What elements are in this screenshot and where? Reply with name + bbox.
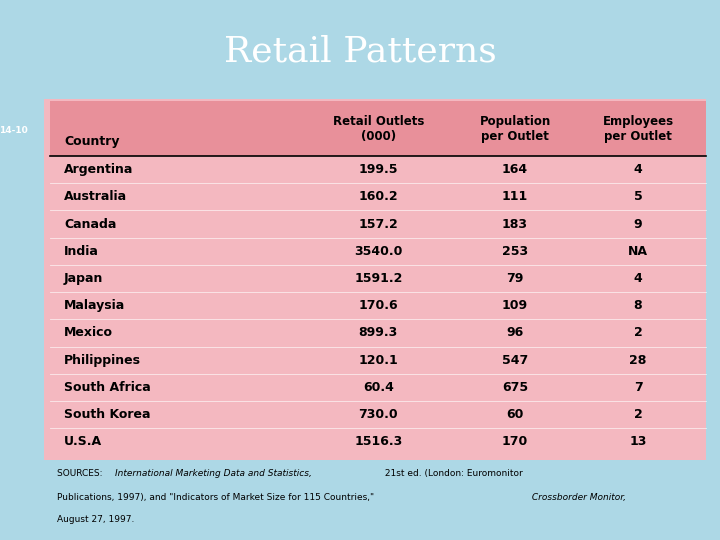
Bar	[43, 99, 706, 460]
Text: 3540.0: 3540.0	[354, 245, 402, 258]
Text: Employees
per Outlet: Employees per Outlet	[603, 114, 674, 143]
Text: 547: 547	[502, 354, 528, 367]
Text: Population
per Outlet: Population per Outlet	[480, 114, 551, 143]
Text: SOURCES:: SOURCES:	[57, 469, 106, 478]
Text: 109: 109	[502, 299, 528, 312]
Text: 4: 4	[634, 163, 642, 176]
Text: 899.3: 899.3	[359, 326, 398, 340]
Text: Japan: Japan	[64, 272, 104, 285]
Text: Publications, 1997), and "Indicators of Market Size for 115 Countries,": Publications, 1997), and "Indicators of …	[57, 493, 374, 502]
Text: 60.4: 60.4	[363, 381, 394, 394]
Text: 199.5: 199.5	[359, 163, 398, 176]
Text: 157.2: 157.2	[359, 218, 398, 231]
Text: 8: 8	[634, 299, 642, 312]
Text: Malaysia: Malaysia	[64, 299, 125, 312]
Text: 28: 28	[629, 354, 647, 367]
Text: 14-10: 14-10	[0, 126, 28, 134]
Text: Retail Outlets
(000): Retail Outlets (000)	[333, 114, 424, 143]
Text: 111: 111	[502, 191, 528, 204]
Text: 120.1: 120.1	[359, 354, 398, 367]
Text: Australia: Australia	[64, 191, 127, 204]
Text: 2: 2	[634, 408, 642, 421]
Text: 60: 60	[506, 408, 523, 421]
Text: U.S.A: U.S.A	[64, 435, 102, 448]
Text: Mexico: Mexico	[64, 326, 113, 340]
Text: Retail Patterns: Retail Patterns	[224, 35, 496, 69]
Text: 21st ed. (London: Euromonitor: 21st ed. (London: Euromonitor	[382, 469, 523, 478]
Text: 253: 253	[502, 245, 528, 258]
Text: 9: 9	[634, 218, 642, 231]
Text: Crossborder Monitor,: Crossborder Monitor,	[528, 493, 626, 502]
Text: 164: 164	[502, 163, 528, 176]
Text: 7: 7	[634, 381, 642, 394]
Text: 4: 4	[634, 272, 642, 285]
Text: 160.2: 160.2	[359, 191, 398, 204]
Text: 2: 2	[634, 326, 642, 340]
Text: Canada: Canada	[64, 218, 117, 231]
Text: India: India	[64, 245, 99, 258]
Text: South Africa: South Africa	[64, 381, 150, 394]
Text: 730.0: 730.0	[359, 408, 398, 421]
Text: South Korea: South Korea	[64, 408, 150, 421]
Text: 170: 170	[502, 435, 528, 448]
Bar	[50, 101, 706, 156]
Text: Country: Country	[64, 135, 120, 148]
Text: International Marketing Data and Statistics,: International Marketing Data and Statist…	[115, 469, 312, 478]
Text: August 27, 1997.: August 27, 1997.	[57, 516, 135, 524]
Text: 170.6: 170.6	[359, 299, 398, 312]
Text: 675: 675	[502, 381, 528, 394]
Text: Argentina: Argentina	[64, 163, 133, 176]
Text: 1591.2: 1591.2	[354, 272, 402, 285]
Text: 1516.3: 1516.3	[354, 435, 402, 448]
Text: 79: 79	[506, 272, 523, 285]
Text: 5: 5	[634, 191, 642, 204]
Text: NA: NA	[628, 245, 648, 258]
Text: 96: 96	[506, 326, 523, 340]
Text: 183: 183	[502, 218, 528, 231]
Text: Philippines: Philippines	[64, 354, 141, 367]
Text: 13: 13	[629, 435, 647, 448]
